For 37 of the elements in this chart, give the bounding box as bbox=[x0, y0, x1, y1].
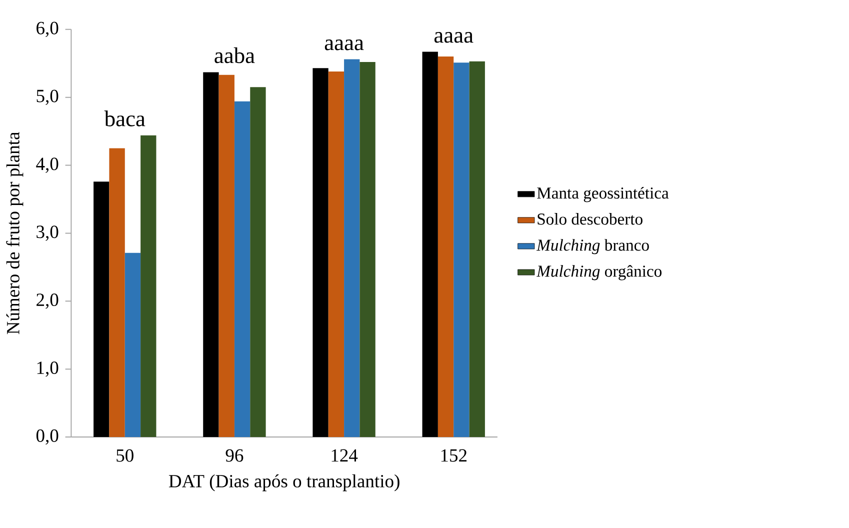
bar bbox=[312, 68, 328, 437]
annotation: aaaa bbox=[324, 39, 364, 50]
y-tick-label: 0,0 bbox=[36, 429, 58, 445]
y-tick-label: 5,0 bbox=[36, 90, 58, 105]
bar bbox=[360, 62, 376, 437]
annotation: aaaa bbox=[434, 32, 474, 43]
bar bbox=[469, 61, 485, 437]
bar bbox=[422, 52, 438, 437]
y-tick-label: 6,0 bbox=[36, 22, 58, 37]
bar bbox=[109, 148, 125, 437]
x-tick-label: 152 bbox=[441, 449, 466, 462]
bar bbox=[124, 252, 141, 437]
x-tick-label: 96 bbox=[226, 449, 244, 462]
annotation: baca bbox=[104, 110, 146, 126]
bar bbox=[203, 72, 219, 437]
bar bbox=[250, 87, 266, 437]
legend-label: Mulching branco bbox=[536, 239, 649, 254]
y-tick-label: 2,0 bbox=[36, 293, 58, 309]
y-tick-label: 3,0 bbox=[36, 226, 58, 241]
bar bbox=[94, 182, 110, 437]
legend-label: Mulching orgânico bbox=[536, 265, 662, 280]
bar bbox=[344, 59, 360, 437]
bar bbox=[438, 56, 454, 437]
x-tick-label: 50 bbox=[116, 449, 134, 462]
bar bbox=[140, 135, 156, 437]
bar bbox=[454, 62, 470, 437]
legend-label: Solo descoberto bbox=[538, 212, 642, 225]
y-axis-title: Número de fruto por planta bbox=[6, 132, 24, 334]
annotation: aaba bbox=[214, 47, 255, 64]
x-axis-title: DAT (Dias após o transplantio) bbox=[168, 474, 400, 492]
y-tick-label: 1,0 bbox=[37, 361, 58, 377]
bar bbox=[328, 71, 344, 437]
bar bbox=[234, 101, 250, 437]
x-tick-label: 124 bbox=[332, 449, 358, 462]
bar bbox=[218, 74, 234, 437]
legend-label: Manta geossintética bbox=[537, 186, 669, 202]
y-tick-label: 4,0 bbox=[36, 158, 58, 173]
